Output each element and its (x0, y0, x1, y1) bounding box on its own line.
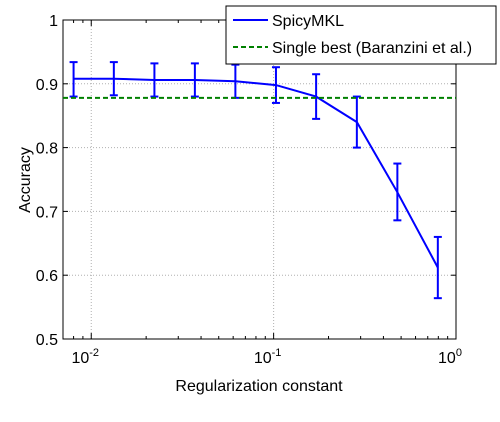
series-layer (63, 61, 456, 300)
errorbar-point (312, 73, 321, 120)
errorbar-point (352, 95, 361, 149)
legend-box (225, 5, 497, 65)
y-tick-label: 0.8 (36, 141, 58, 158)
y-tick-label: 0.7 (36, 204, 58, 221)
y-tick-label: 0.5 (36, 332, 58, 349)
x-tick-exponent: -2 (89, 347, 99, 359)
errorbar-point (69, 61, 78, 98)
x-axis-label: Regularization constant (175, 378, 343, 395)
x-tick-exponent: 0 (456, 347, 462, 359)
y-axis-label: Accuracy (17, 147, 34, 213)
errorbar-point (393, 162, 402, 222)
legend-label-single-best: Single best (Baranzini et al.) (272, 40, 472, 57)
x-tick-label: 10-2 (71, 347, 99, 367)
y-tick-label: 0.9 (36, 77, 58, 94)
legend: SpicyMKL Single best (Baranzini et al.) (225, 5, 497, 65)
x-tick-exponent: -1 (272, 347, 282, 359)
errorbar-point (109, 61, 118, 97)
y-tick-label: 0.6 (36, 268, 58, 285)
errorbar-point (150, 62, 159, 98)
y-tick-label: 1 (49, 13, 58, 30)
legend-label-spicymkl: SpicyMKL (272, 13, 344, 30)
series-line-spicymkl (73, 77, 439, 268)
errorbar-point (190, 62, 199, 98)
x-tick-label: 100 (438, 347, 462, 367)
x-tick-label: 10-1 (254, 347, 282, 367)
errorbar-point (433, 235, 442, 300)
grid (63, 20, 456, 339)
